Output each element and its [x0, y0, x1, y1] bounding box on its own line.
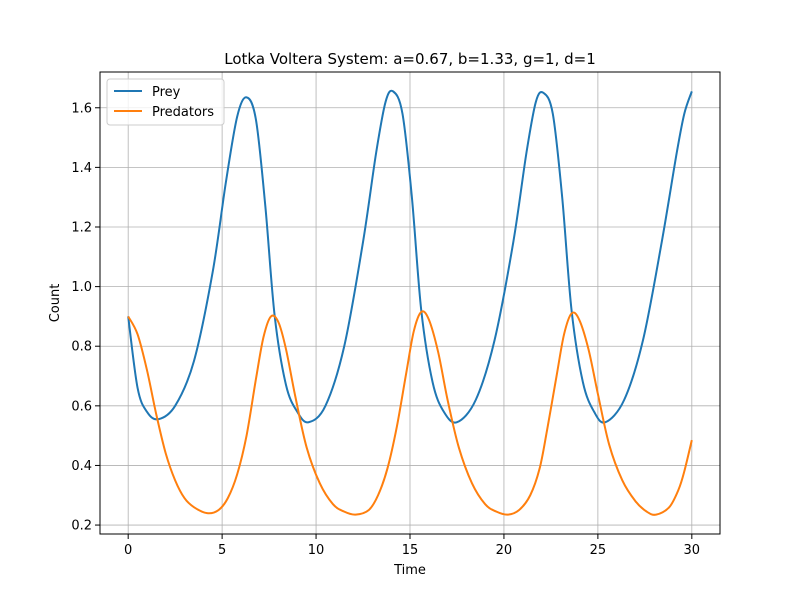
y-tick-label: 0.8: [71, 340, 92, 355]
y-tick-label: 0.2: [71, 519, 92, 534]
legend-label-prey: Prey: [152, 85, 181, 100]
x-tick-label: 30: [684, 543, 701, 558]
y-tick-label: 0.4: [71, 459, 92, 474]
grid: [100, 72, 720, 534]
chart-title: Lotka Voltera System: a=0.67, b=1.33, g=…: [224, 50, 596, 68]
y-tick-label: 1.2: [71, 220, 92, 235]
x-tick-label: 25: [590, 543, 607, 558]
series-line-predators: [127, 310, 693, 516]
y-axis-label: Count: [48, 284, 63, 323]
x-tick-label: 5: [218, 543, 226, 558]
y-tick-label: 1.0: [71, 280, 92, 295]
legend: Prey Predators: [106, 78, 225, 126]
x-tick-label: 10: [308, 543, 325, 558]
y-tick-label: 0.6: [71, 399, 92, 414]
y-tick-label: 1.4: [71, 161, 92, 176]
ticks: 0 5 10 15 20 25 30 0.2 0.4 0.6 0.8 1.0 1.2 1.4 1.6: [71, 101, 700, 558]
y-tick-label: 1.6: [71, 101, 92, 116]
series-layer: [127, 89, 693, 516]
x-axis-label: Time: [393, 563, 426, 578]
legend-label-predators: Predators: [152, 105, 214, 120]
x-tick-label: 15: [402, 543, 419, 558]
series-line-prey: [127, 89, 693, 424]
x-tick-label: 20: [496, 543, 513, 558]
x-tick-label: 0: [124, 543, 132, 558]
